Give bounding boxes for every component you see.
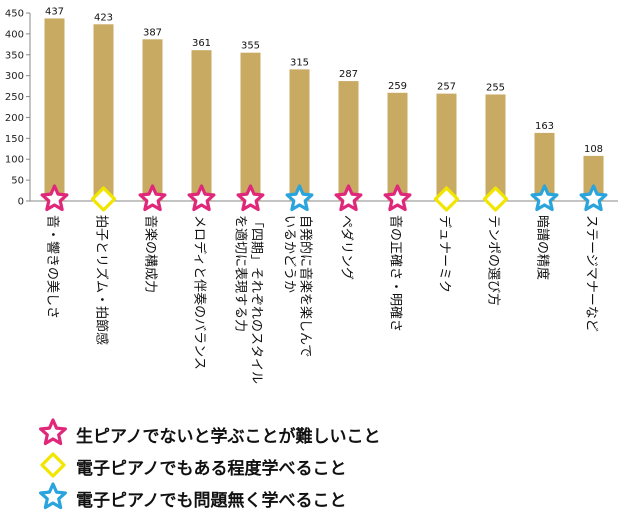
bar xyxy=(583,155,604,201)
y-tick-label: 200 xyxy=(5,113,24,124)
legend-label: 電子ピアノでもある程度学べること xyxy=(76,459,347,479)
bar xyxy=(44,18,65,202)
bar-value-label: 437 xyxy=(45,6,64,17)
bar-value-label: 287 xyxy=(339,69,358,80)
yellow-diamond-icon xyxy=(433,186,460,212)
bar-value-label: 108 xyxy=(584,144,603,155)
pink-star-icon xyxy=(236,184,265,212)
legend-label: 生ピアノでないと学ぶことが難しいこと xyxy=(76,427,381,447)
category-label: 拍子とリズム・拍節感 xyxy=(94,215,110,345)
bar-value-label: 361 xyxy=(192,38,211,49)
bar xyxy=(289,69,310,202)
pink-star-icon xyxy=(40,184,69,212)
y-tick-label: 0 xyxy=(18,197,24,208)
yellow-diamond-icon xyxy=(482,186,509,212)
category-label: いるかどうか xyxy=(282,215,297,293)
bar-value-label: 387 xyxy=(143,27,162,38)
pink-star-icon xyxy=(334,184,363,212)
bar-value-label: 355 xyxy=(241,41,260,52)
y-tick-label: 50 xyxy=(11,176,24,187)
blue-star-icon xyxy=(530,184,559,212)
pink-star-icon xyxy=(39,418,67,446)
bar-value-label: 259 xyxy=(388,81,407,92)
bar xyxy=(387,92,408,201)
blue-star-icon xyxy=(39,482,67,510)
y-tick-label: 450 xyxy=(5,9,24,20)
y-tick-label: 250 xyxy=(5,92,24,103)
bar xyxy=(485,94,506,201)
bar-value-label: 163 xyxy=(535,121,554,132)
pink-star-icon xyxy=(187,184,216,212)
y-tick-label: 150 xyxy=(5,134,24,145)
bar xyxy=(338,81,359,201)
bar xyxy=(93,24,114,202)
blue-star-icon xyxy=(39,482,67,510)
category-label: 音楽の構成力 xyxy=(143,215,159,293)
pink-star-icon xyxy=(383,184,412,212)
category-label: ステージマナーなど xyxy=(584,215,599,332)
blue-star-icon xyxy=(579,184,608,212)
yellow-diamond-icon xyxy=(90,186,117,212)
pink-star-icon xyxy=(138,184,167,212)
bar xyxy=(142,39,163,201)
bar xyxy=(534,132,555,201)
yellow-diamond-icon xyxy=(40,452,66,478)
bar-value-label: 255 xyxy=(486,82,505,93)
category-label: デュナーミク xyxy=(437,215,453,293)
bar-value-label: 315 xyxy=(290,57,309,68)
category-label: 音の正確さ・明確さ xyxy=(388,215,404,332)
category-label: ペダリング xyxy=(339,215,354,280)
category-label: メロディと伴奏のバランス xyxy=(192,215,208,370)
bar-value-label: 257 xyxy=(437,82,456,93)
category-label: テンポの選び方 xyxy=(486,215,502,306)
chart-labels: 437 音・響きの美しさ 423 拍子とリズム・拍節感 387 音楽の構成力 361 メロディ… xyxy=(40,6,608,384)
y-tick-label: 100 xyxy=(5,155,24,166)
chart-bars xyxy=(44,18,604,202)
pink-star-icon xyxy=(39,418,67,446)
bar xyxy=(436,93,457,201)
category-label: 自発的に音楽を楽しんで xyxy=(298,215,314,357)
bar xyxy=(240,52,261,201)
bar xyxy=(191,50,212,201)
y-tick-label: 400 xyxy=(5,29,24,40)
category-label: 音・響きの美しさ xyxy=(45,215,61,319)
bar-value-label: 423 xyxy=(94,12,113,23)
category-label: 「四期」それぞれのスタイル xyxy=(249,215,264,384)
y-tick-label: 350 xyxy=(5,50,24,61)
chart-axes: 0 50 100 150 200 250 300 350 400 450 xyxy=(5,9,618,208)
category-label: 暗譜の精度 xyxy=(535,215,551,280)
blue-star-icon xyxy=(285,184,314,212)
category-label: を適切に表現する力 xyxy=(233,215,249,332)
legend-label: 電子ピアノでも問題無く学べること xyxy=(76,491,347,511)
y-tick-label: 300 xyxy=(5,71,24,82)
yellow-diamond-icon xyxy=(40,452,66,478)
